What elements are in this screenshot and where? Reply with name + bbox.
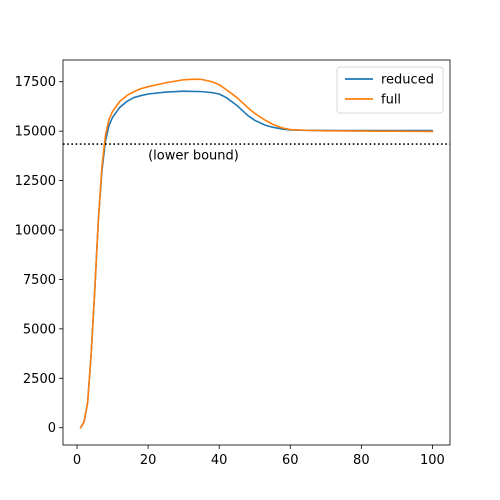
x-tick-label: 100 xyxy=(420,453,445,468)
annotation-layer: (lower bound) xyxy=(148,148,239,163)
y-tick-label: 12500 xyxy=(15,174,56,189)
y-tick-label: 0 xyxy=(48,421,56,436)
series-line-reduced xyxy=(79,90,434,429)
legend-label-full: full xyxy=(381,93,401,108)
y-tick-label: 2500 xyxy=(23,372,56,387)
legend-label-reduced: reduced xyxy=(381,73,434,88)
annotation-lower-bound: (lower bound) xyxy=(148,148,239,163)
x-tick-label: 60 xyxy=(282,453,299,468)
series-layer xyxy=(79,78,434,429)
axes: 0 20 40 60 80 100 0 2500 5000 7500 10000 12500 15000… xyxy=(15,59,451,468)
x-tick-label: 80 xyxy=(353,453,370,468)
x-tick-label: 40 xyxy=(211,453,228,468)
y-tick-label: 7500 xyxy=(23,273,56,288)
y-tick-label: 10000 xyxy=(15,224,56,239)
plot-frame xyxy=(62,59,451,446)
y-tick-label: 15000 xyxy=(15,125,56,140)
y-tick-label: 5000 xyxy=(23,322,56,337)
legend: reduced full xyxy=(336,66,444,114)
y-tick-label: 17500 xyxy=(15,75,56,90)
series-line-full xyxy=(79,78,434,429)
x-tick-label: 0 xyxy=(73,453,81,468)
x-tick-label: 20 xyxy=(140,453,157,468)
